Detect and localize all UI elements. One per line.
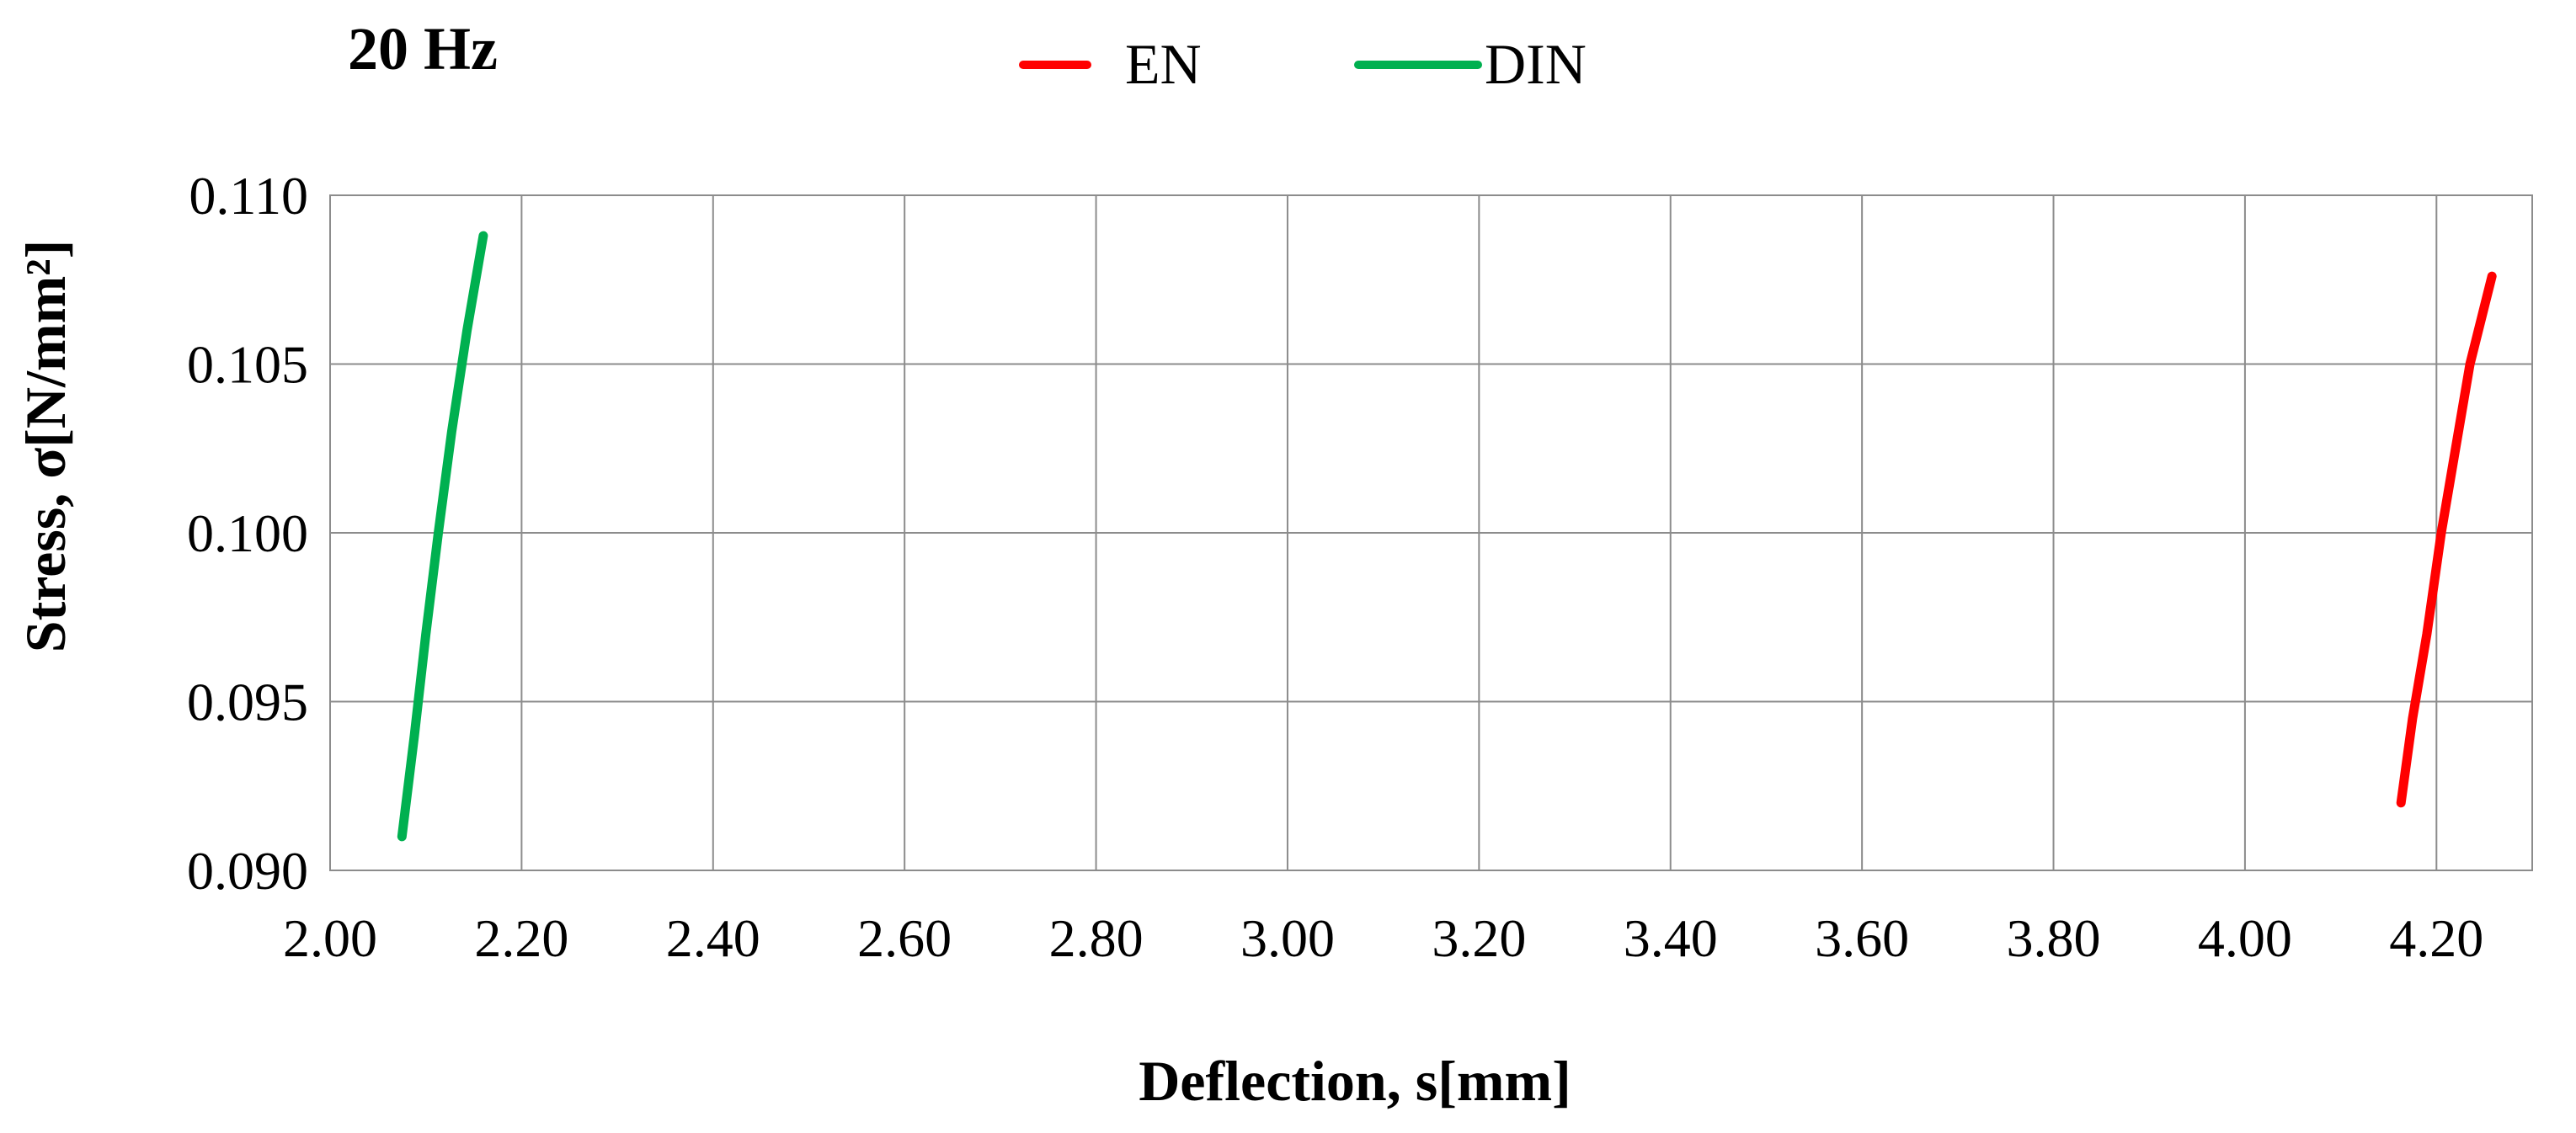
- x-tick-label: 2.00: [283, 908, 377, 968]
- x-tick-label: 2.80: [1049, 908, 1144, 968]
- series-line-en: [2396, 271, 2497, 808]
- y-tick-label: 0.110: [189, 166, 308, 226]
- data-point-din: [447, 427, 456, 436]
- data-point-din: [478, 231, 488, 241]
- legend: EN DIN: [1019, 32, 1587, 96]
- data-point-en: [2488, 272, 2497, 281]
- x-tick-label: 2.40: [666, 908, 760, 968]
- y-tick-label: 0.105: [187, 335, 308, 395]
- y-tick-label: 0.090: [187, 841, 308, 901]
- legend-label-din: DIN: [1485, 32, 1587, 96]
- legend-label-en: EN: [1125, 32, 1202, 96]
- tick-layer: 2.00 2.20 2.40 2.60 2.80 3.00 3.20 3.40 3.60 3.80…: [187, 166, 2483, 968]
- data-point-din: [462, 326, 472, 335]
- x-tick-label: 3.20: [1432, 908, 1526, 968]
- grid-layer: [329, 194, 2533, 871]
- x-tick-label: 3.80: [2007, 908, 2101, 968]
- data-point-din: [434, 529, 443, 537]
- data-point-en: [2422, 630, 2431, 639]
- y-tick-label: 0.095: [187, 673, 308, 732]
- data-point-en: [2436, 529, 2445, 537]
- data-point-en: [2466, 359, 2475, 369]
- data-point-en: [2397, 798, 2406, 807]
- data-point-en: [2451, 444, 2461, 453]
- chart-title: 20 Hz: [348, 15, 498, 82]
- x-tick-label: 2.60: [857, 908, 952, 968]
- x-tick-label: 4.00: [2198, 908, 2292, 968]
- data-point-din: [421, 630, 430, 639]
- x-tick-label: 3.60: [1815, 908, 1909, 968]
- x-tick-label: 3.00: [1240, 908, 1335, 968]
- x-tick-label: 2.20: [474, 908, 568, 968]
- data-point-din: [397, 832, 407, 841]
- data-point-din: [410, 731, 419, 740]
- y-tick-label: 0.100: [187, 503, 308, 563]
- data-point-en: [2408, 714, 2417, 723]
- x-tick-label: 4.20: [2389, 908, 2483, 968]
- series-layer: [397, 231, 2497, 842]
- y-axis-label: Stress, σ[N/mm²]: [13, 240, 77, 652]
- x-axis-label: Deflection, s[mm]: [1139, 1049, 1571, 1113]
- series-line-din: [397, 231, 488, 842]
- x-tick-label: 3.40: [1624, 908, 1718, 968]
